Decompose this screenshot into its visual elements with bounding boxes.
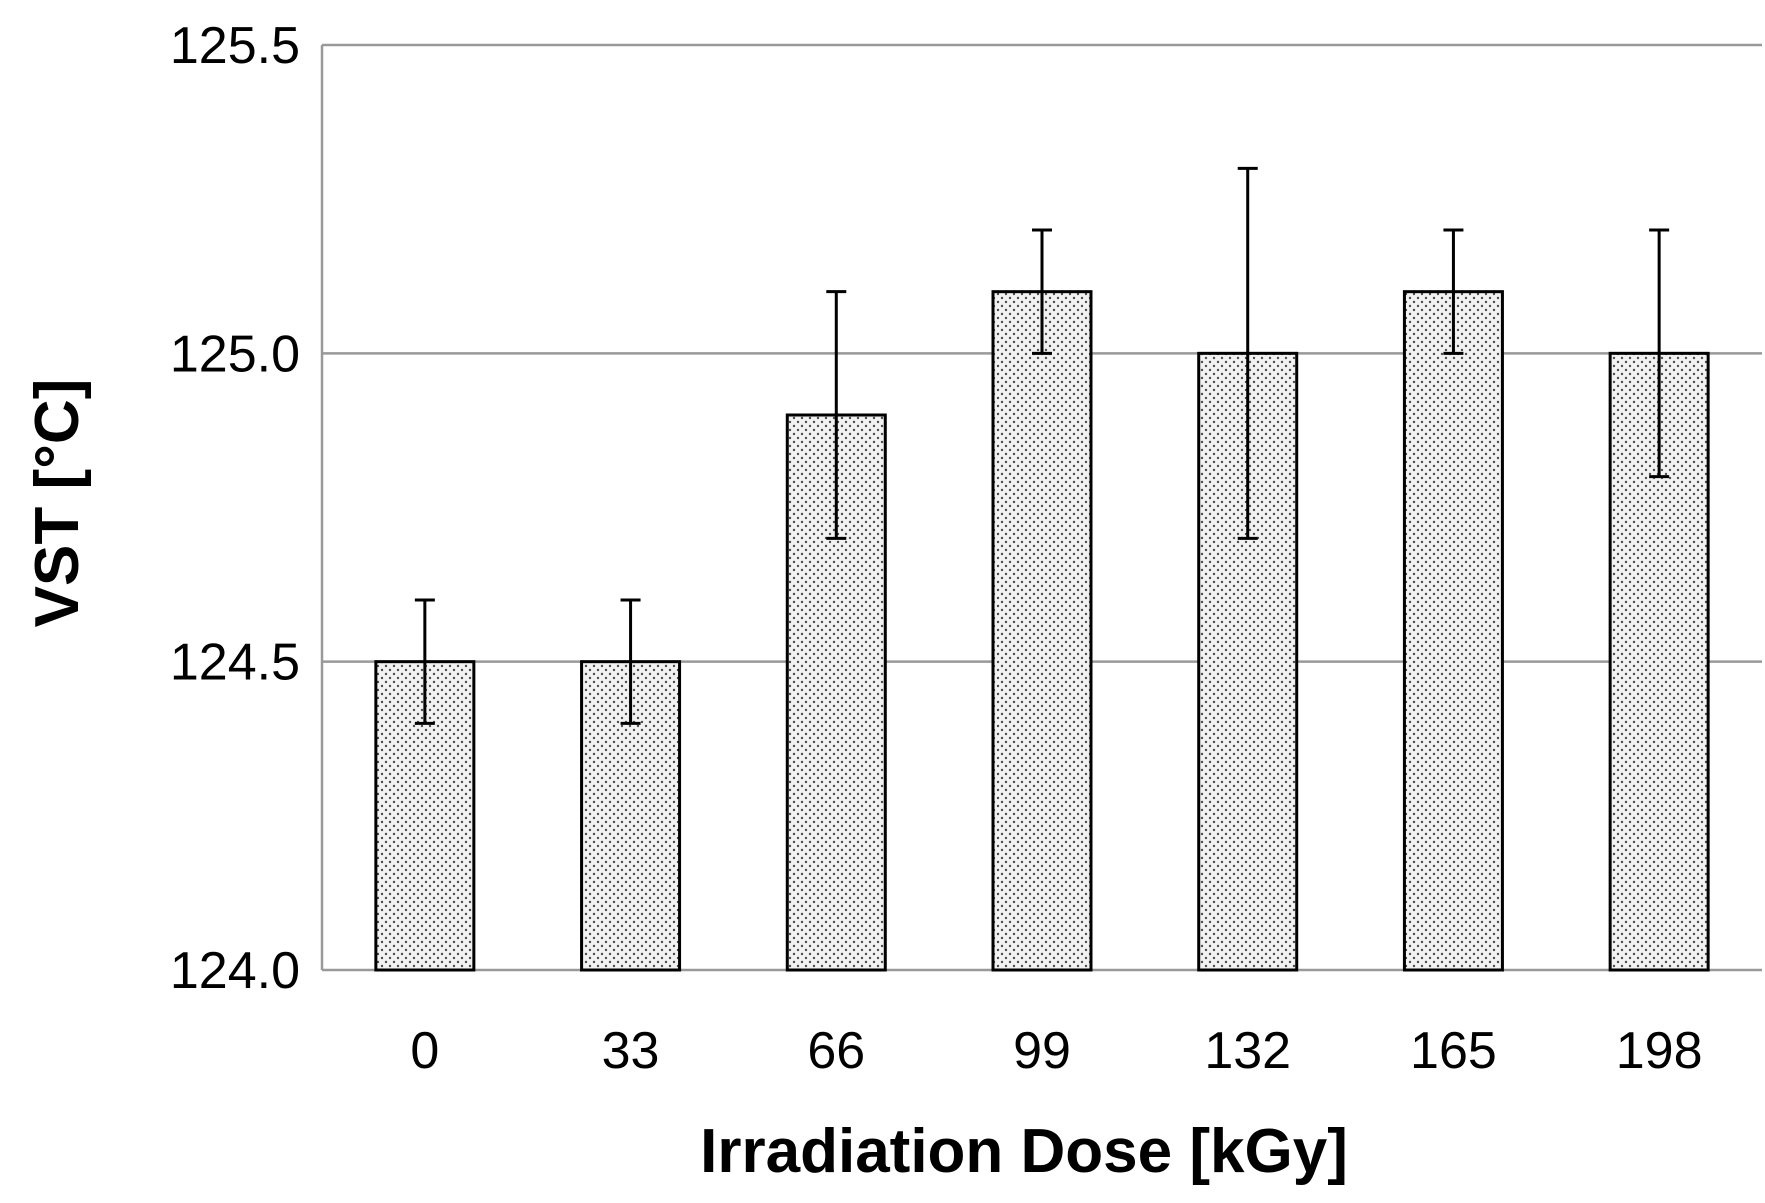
- y-tick-label-3: 125.5: [170, 17, 300, 75]
- y-tick-label-0: 124.0: [170, 942, 300, 1000]
- x-tick-labels: 0 33 66 99 132 165 198: [410, 1022, 1702, 1080]
- x-tick-label-99: 99: [1013, 1022, 1071, 1080]
- x-tick-label-33: 33: [602, 1022, 660, 1080]
- x-tick-label-66: 66: [807, 1022, 865, 1080]
- bar-165: [1402, 290, 1504, 972]
- x-tick-label-132: 132: [1204, 1022, 1291, 1080]
- bar-99: [991, 290, 1093, 972]
- x-tick-label-0: 0: [410, 1022, 439, 1080]
- error-bar-198: [1649, 228, 1670, 479]
- y-tick-labels: 124.0 124.5 125.0 125.5: [170, 17, 300, 1000]
- y-tick-label-2: 125.0: [170, 325, 300, 383]
- bar-33: [580, 660, 682, 972]
- error-bars: [414, 166, 1670, 725]
- error-bar-0: [414, 598, 435, 725]
- x-tick-label-165: 165: [1410, 1022, 1497, 1080]
- y-axis-title: VST [°C]: [23, 379, 92, 628]
- x-tick-label-198: 198: [1616, 1022, 1703, 1080]
- error-bar-33: [620, 598, 641, 725]
- error-bar-165: [1443, 228, 1464, 355]
- x-axis-title: Irradiation Dose [kGy]: [700, 1117, 1348, 1186]
- bars: [374, 290, 1710, 972]
- error-bar-66: [826, 290, 847, 540]
- error-bar-99: [1032, 228, 1052, 355]
- y-tick-label-1: 124.5: [170, 634, 300, 692]
- error-bar-132: [1237, 166, 1258, 540]
